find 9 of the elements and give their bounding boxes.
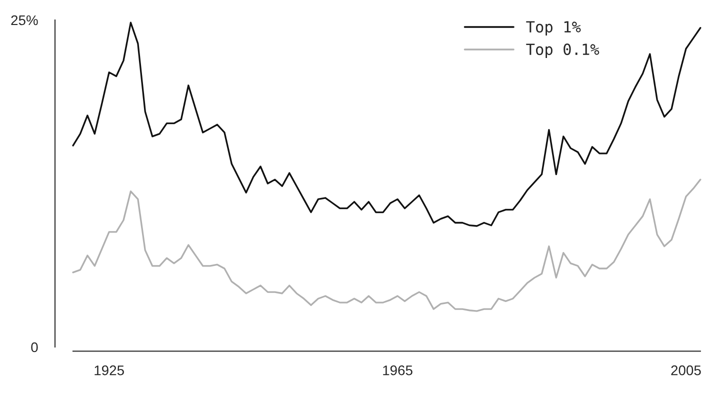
legend-label: Top 1% [526,21,581,36]
line-series [72,178,702,312]
x-tick-label: 1965 [383,365,412,376]
x-tick-label: 1925 [94,365,124,376]
legend-label: Top 0.1% [526,44,600,58]
line-series [72,22,702,227]
y-tick-label: 0 [31,342,38,352]
y-tick-label: 25% [11,15,38,26]
x-tick-label: 2005 [671,365,701,376]
